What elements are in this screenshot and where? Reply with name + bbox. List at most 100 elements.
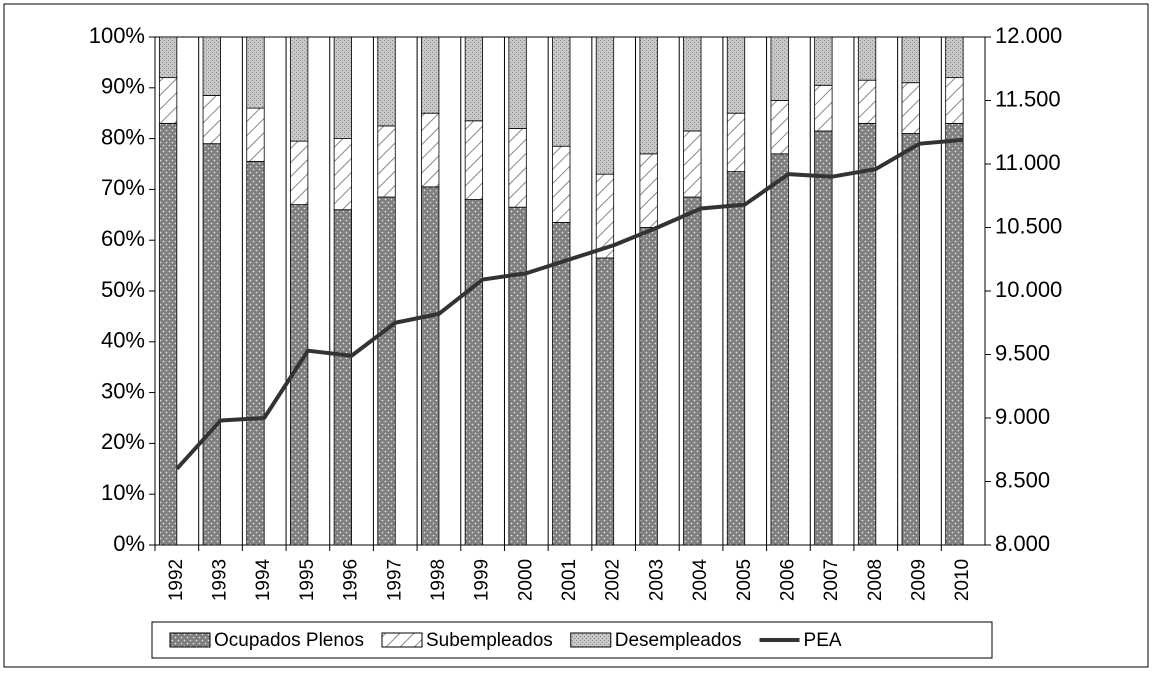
legend-label: Ocupados Plenos	[214, 630, 364, 651]
bar-segment	[770, 100, 789, 155]
bar-segment	[464, 199, 484, 546]
x-tick-label: 2000	[515, 559, 536, 601]
bar-segment	[246, 107, 265, 162]
bar-segment	[595, 36, 615, 175]
bar-segment	[770, 153, 789, 546]
bar-segment	[158, 77, 178, 124]
y2-tick-label: 11.500	[995, 86, 1061, 111]
bar-segment	[508, 206, 527, 546]
y-tick-label: 80%	[101, 124, 145, 149]
x-tick-label: 1993	[210, 559, 231, 601]
bar-segment	[726, 36, 746, 114]
bar-segment	[726, 112, 746, 173]
bar-segment	[333, 36, 352, 139]
x-tick-label: 1995	[297, 559, 318, 601]
y-tick-label: 60%	[101, 226, 145, 251]
bar-segment	[333, 209, 352, 546]
bar-segment	[814, 36, 833, 86]
legend-swatch	[169, 632, 211, 648]
legend-label: PEA	[804, 630, 842, 651]
x-tick-label: 2006	[777, 559, 798, 601]
legend-label: Subempleados	[426, 630, 553, 651]
y2-tick-label: 11.000	[995, 150, 1061, 175]
y-tick-label: 100%	[89, 23, 145, 48]
x-tick-label: 1996	[341, 559, 362, 601]
x-tick-label: 2002	[603, 559, 624, 601]
legend-swatch	[570, 632, 612, 648]
x-tick-label: 2005	[734, 559, 755, 601]
x-tick-label: 1994	[253, 558, 274, 601]
x-tick-label: 2007	[821, 559, 842, 601]
bar-segment	[421, 186, 440, 546]
y-tick-label: 90%	[101, 74, 145, 99]
bar-segment	[639, 227, 658, 546]
bar-segment	[945, 77, 964, 124]
x-tick-label: 2003	[646, 559, 667, 601]
bar-segment	[552, 222, 571, 546]
bar-segment	[901, 133, 920, 546]
y2-tick-label: 12.000	[995, 23, 1062, 48]
y-tick-label: 10%	[101, 480, 145, 505]
bar-segment	[158, 122, 178, 546]
y-tick-label: 40%	[101, 328, 145, 353]
bar-segment	[333, 138, 352, 211]
bar-segment	[639, 36, 658, 155]
x-tick-label: 1998	[428, 559, 449, 601]
bar-segment	[901, 36, 920, 84]
x-tick-label: 1997	[384, 559, 405, 601]
bar-segment	[464, 36, 484, 122]
x-tick-label: 2004	[690, 558, 711, 601]
y2-tick-label: 10.000	[995, 277, 1062, 302]
bar-segment	[464, 120, 484, 200]
legend-swatch	[381, 632, 423, 648]
x-tick-label: 2010	[952, 559, 973, 601]
y-tick-label: 20%	[101, 429, 145, 454]
bar-segment	[857, 36, 877, 81]
bar-segment	[945, 36, 964, 79]
bar-segment	[508, 36, 527, 129]
y2-tick-label: 8.500	[995, 467, 1050, 492]
y2-tick-label: 10.500	[995, 213, 1062, 238]
bar-segment	[683, 36, 702, 132]
bar-segment	[683, 196, 702, 546]
frame	[3, 3, 1149, 668]
bar-segment	[377, 196, 396, 546]
bar-segment	[552, 145, 571, 223]
bar-segment	[857, 79, 877, 124]
y2-tick-label: 8.000	[995, 531, 1050, 556]
y2-tick-label: 9.000	[995, 404, 1050, 429]
bar-segment	[290, 140, 309, 206]
bar-segment	[508, 128, 527, 208]
bar-segment	[421, 112, 440, 188]
y2-tick-label: 9.500	[995, 340, 1050, 365]
bar-segment	[901, 82, 920, 134]
x-tick-label: 1992	[166, 559, 187, 601]
legend-box	[151, 621, 993, 659]
bar-segment	[158, 36, 178, 79]
bar-segment	[595, 257, 615, 546]
y-tick-label: 50%	[101, 277, 145, 302]
bar-segment	[421, 36, 440, 114]
bar-segment	[683, 130, 702, 198]
x-tick-label: 2001	[559, 559, 580, 601]
y-tick-label: 70%	[101, 175, 145, 200]
bar-segment	[945, 122, 964, 546]
bar-segment	[814, 84, 833, 132]
y-tick-label: 0%	[113, 531, 145, 556]
bar-segment	[202, 143, 221, 546]
x-tick-label: 1999	[472, 559, 493, 601]
bar-segment	[814, 130, 833, 546]
bar-segment	[377, 125, 396, 198]
bar-segment	[552, 36, 571, 147]
x-tick-label: 2008	[865, 559, 886, 601]
bar-segment	[246, 36, 265, 109]
bar-segment	[639, 153, 658, 228]
bar-segment	[377, 36, 396, 127]
bar-segment	[290, 36, 309, 142]
bar-segment	[726, 171, 746, 546]
bar-segment	[246, 161, 265, 546]
x-tick-label: 2009	[908, 559, 929, 601]
bar-segment	[770, 36, 789, 101]
bar-segment	[857, 122, 877, 546]
